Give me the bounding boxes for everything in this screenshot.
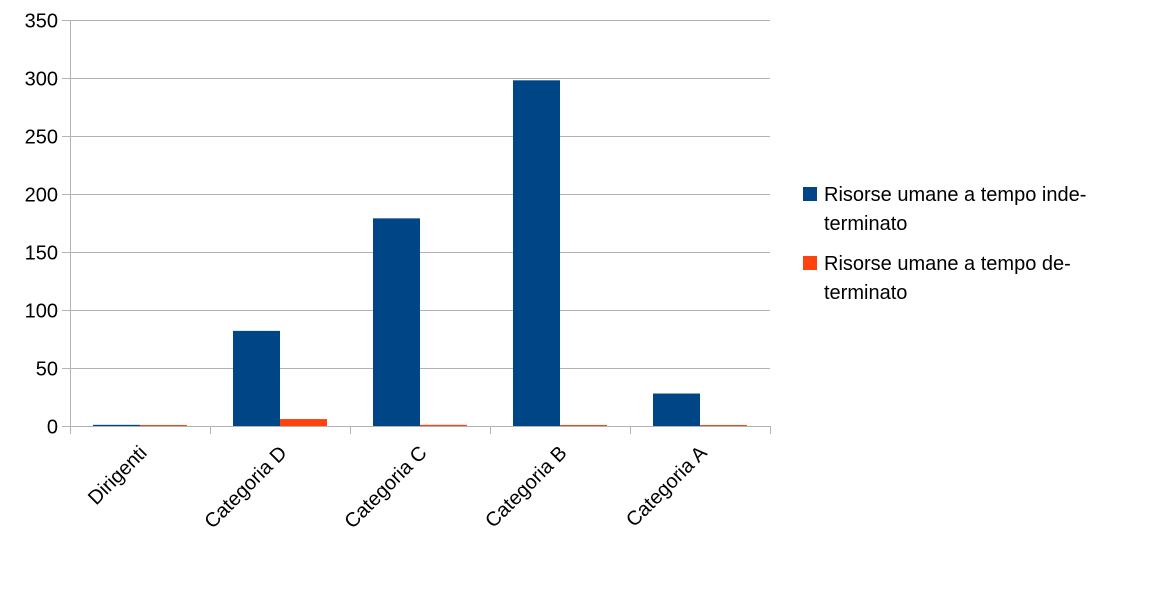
legend-label-line: terminato <box>824 282 907 304</box>
y-tick-label: 300 <box>25 69 58 91</box>
y-tick-label: 150 <box>25 243 58 265</box>
y-tick-label: 50 <box>36 359 58 381</box>
legend-entry-determinato: Risorse umane a tempo de-terminato <box>803 253 1071 304</box>
legend-label-line: Risorse umane a tempo inde- <box>824 184 1086 206</box>
y-tick-label: 250 <box>25 127 58 149</box>
x-tick-label: Categoria C <box>341 442 432 533</box>
legend-swatch <box>803 256 817 270</box>
x-tick-label: Dirigenti <box>84 442 151 509</box>
x-axis-tick-labels: Dirigenti Categoria D Categoria C Categoria… <box>84 442 712 533</box>
axes-layer <box>62 20 771 434</box>
legend-entry-indeterminato: Risorse umane a tempo inde-terminato <box>803 184 1086 235</box>
y-tick-label: 200 <box>25 185 58 207</box>
y-tick-label: 100 <box>25 301 58 323</box>
bar-indeterminato-0 <box>93 424 140 426</box>
bar-indeterminato-4 <box>653 393 700 426</box>
bar-indeterminato-2 <box>373 218 420 426</box>
bar-determinato-1 <box>280 419 327 426</box>
bar-determinato-3 <box>560 425 607 426</box>
legend-label-line: terminato <box>824 213 907 235</box>
bar-indeterminato-1 <box>233 330 280 426</box>
x-tick-label: Categoria B <box>481 442 571 532</box>
bar-determinato-4 <box>700 425 747 426</box>
legend-swatch <box>803 187 817 201</box>
y-axis-tick-labels: 0 50 100 150 200 250 300 350 <box>25 11 58 439</box>
y-tick-label: 350 <box>25 11 58 33</box>
legend: Risorse umane a tempo inde-terminatoRiso… <box>803 184 1086 304</box>
bars-layer <box>93 80 747 426</box>
x-tick-label: Categoria A <box>622 442 712 532</box>
x-tick-label: Categoria D <box>201 442 292 533</box>
y-tick-label: 0 <box>47 417 58 439</box>
bar-determinato-0 <box>140 425 187 426</box>
bar-determinato-2 <box>420 424 467 426</box>
legend-label-line: Risorse umane a tempo de- <box>824 253 1071 275</box>
bar-indeterminato-3 <box>513 80 560 426</box>
